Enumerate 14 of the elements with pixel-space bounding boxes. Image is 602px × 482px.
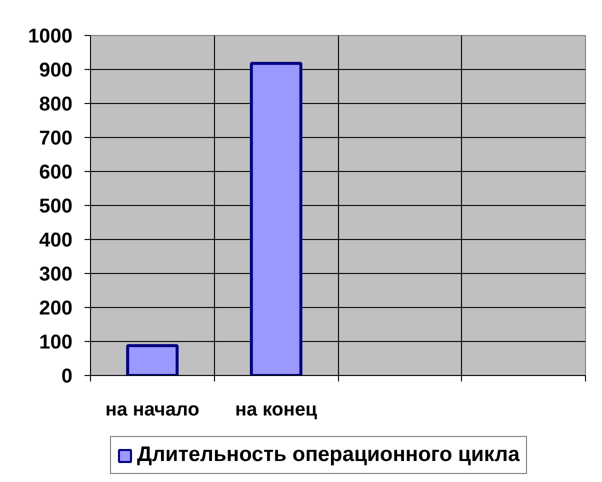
y-tick-label: 400 — [39, 230, 73, 252]
y-tick-label: 1000 — [28, 26, 73, 48]
y-tick-label: 900 — [39, 60, 73, 82]
y-tick-label: 600 — [39, 162, 73, 184]
y-tick-label: 100 — [39, 332, 73, 354]
y-tick-label: 500 — [39, 196, 73, 218]
y-tick-label: 0 — [61, 366, 72, 388]
legend-label: Длительность операционного цикла — [137, 443, 520, 467]
y-tick-label: 200 — [39, 298, 73, 320]
y-tick-label: 800 — [39, 94, 73, 116]
y-tick-label: 700 — [39, 128, 73, 150]
x-tick-label: на начало — [105, 400, 200, 420]
y-tick-label: 300 — [39, 264, 73, 286]
x-tick-label: на конец — [235, 400, 318, 420]
